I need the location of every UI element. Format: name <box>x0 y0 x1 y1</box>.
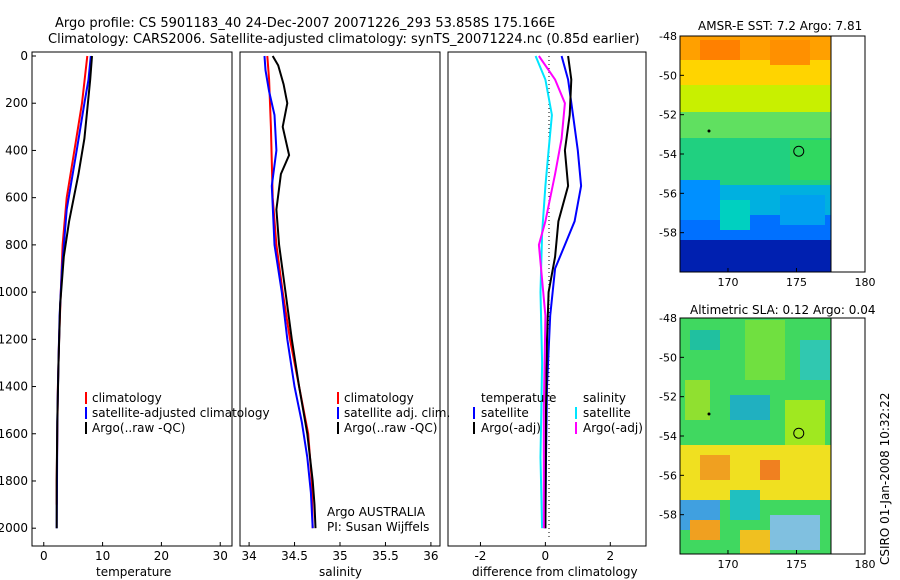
sla-map-y-ticks: -48 -50 -52 -54 -56 -58 <box>659 312 684 522</box>
depth-tick-label: 1200 <box>0 332 28 346</box>
series-climatology <box>266 55 314 529</box>
difference-panel-frame <box>447 51 647 547</box>
sst-map-field <box>680 36 831 272</box>
map-y-tick-label: -52 <box>659 391 677 404</box>
legend-label-sal-argo: Argo(-adj) <box>583 421 643 435</box>
difference-series <box>534 55 583 529</box>
title-line-2: Climatology: CARS2006. Satellite-adjuste… <box>48 32 640 47</box>
map-y-tick-label: -58 <box>659 509 677 522</box>
x-tick-label: 35 <box>332 549 347 563</box>
salinity-series <box>263 55 317 529</box>
x-tick-label: 2 <box>606 549 614 563</box>
sst-map-float-marker <box>793 145 805 157</box>
sla-map-title: Altimetric SLA: 0.12 Argo: 0.04 <box>690 303 875 317</box>
map-x-tick-label: 170 <box>717 558 738 571</box>
annotation-pi: PI: Susan Wijffels <box>327 520 429 534</box>
depth-tick-label: 1800 <box>0 474 28 488</box>
depth-axis-ticks: 0 200 400 600 800 1000 1200 1400 1600 1800 2000 <box>0 49 36 535</box>
map-y-tick-label: -48 <box>659 30 677 43</box>
annotation-argo-australia: Argo AUSTRALIA <box>327 505 426 519</box>
map-y-tick-label: -50 <box>659 69 677 82</box>
map-y-tick-label: -50 <box>659 351 677 364</box>
x-tick-label: -2 <box>474 549 486 563</box>
legend-title-temperature: temperature <box>481 391 556 405</box>
depth-tick-label: 800 <box>5 238 28 252</box>
legend-label-argo: Argo(..raw -QC) <box>344 421 437 435</box>
depth-tick-label: 1000 <box>0 285 28 299</box>
sla-map-land-mask <box>830 317 866 555</box>
x-tick-label: 36 <box>423 549 438 563</box>
map-x-tick-label: 170 <box>717 276 738 289</box>
title-line-1: Argo profile: CS 5901183_40 24-Dec-2007 … <box>55 16 555 31</box>
sst-map-land-mask <box>830 35 866 273</box>
series-satellite-adj-clim <box>263 55 314 529</box>
sst-map-title: AMSR-E SST: 7.2 Argo: 7.81 <box>698 19 862 33</box>
map-x-tick-label: 180 <box>855 276 876 289</box>
legend-title-salinity: salinity <box>583 391 626 405</box>
difference-legend: temperature salinity satellite Argo(-adj… <box>473 391 643 435</box>
series-argo-raw-qc <box>55 55 93 529</box>
legend-label-satellite: satellite-adjusted climatology <box>92 406 270 420</box>
depth-tick-label: 600 <box>5 191 28 205</box>
sst-map-x-ticks: 170 175 180 <box>717 268 876 289</box>
salinity-xlabel: salinity <box>319 565 362 579</box>
salinity-legend: climatology satellite adj. clim. Argo(..… <box>337 391 450 435</box>
x-tick-label: 0 <box>40 549 48 563</box>
map-y-tick-label: -52 <box>659 109 677 122</box>
legend-label-climatology: climatology <box>344 391 414 405</box>
map-y-tick-label: -58 <box>659 227 677 240</box>
difference-x-ticks: -2 0 2 <box>474 542 614 563</box>
csiro-timestamp: CSIRO 01-Jan-2008 10:32:22 <box>878 393 892 565</box>
x-tick-label: 35.5 <box>372 549 399 563</box>
map-x-tick-label: 180 <box>855 558 876 571</box>
x-tick-label: 30 <box>213 549 228 563</box>
sla-map-float-marker <box>793 427 805 439</box>
series-temperature-argo-adj <box>544 55 573 529</box>
map-y-tick-label: -48 <box>659 312 677 325</box>
temperature-series <box>55 55 93 529</box>
series-salinity-argo-adj <box>537 55 566 529</box>
depth-tick-label: 1400 <box>0 380 28 394</box>
sst-map-y-ticks: -48 -50 -52 -54 -56 -58 <box>659 30 684 240</box>
x-tick-label: 34 <box>241 549 256 563</box>
temperature-xlabel: temperature <box>96 565 171 579</box>
map-y-tick-label: -56 <box>659 469 677 482</box>
depth-tick-label: 200 <box>5 96 28 110</box>
x-tick-label: 0 <box>542 549 550 563</box>
series-salinity-satellite <box>534 55 553 529</box>
sst-map-dot <box>707 129 711 133</box>
legend-label-temp-argo: Argo(-adj) <box>481 421 541 435</box>
temperature-x-ticks: 0 10 20 30 <box>40 542 228 563</box>
map-x-tick-label: 175 <box>786 558 807 571</box>
map-x-tick-label: 175 <box>786 276 807 289</box>
salinity-x-ticks: 34 34.5 35 35.5 36 <box>241 542 439 563</box>
depth-tick-label: 400 <box>5 143 28 157</box>
x-tick-label: 20 <box>154 549 169 563</box>
difference-xlabel: difference from climatology <box>472 565 638 579</box>
depth-tick-label: 1600 <box>0 427 28 441</box>
legend-label-sal-satellite: satellite <box>583 406 631 420</box>
legend-label-argo: Argo(..raw -QC) <box>92 421 185 435</box>
map-y-tick-label: -54 <box>659 430 677 443</box>
map-y-tick-label: -56 <box>659 187 677 200</box>
series-argo-raw-qc <box>271 55 317 529</box>
sla-map-x-ticks: 170 175 180 <box>717 550 876 571</box>
x-tick-label: 34.5 <box>281 549 308 563</box>
legend-label-climatology: climatology <box>92 391 162 405</box>
legend-label-temp-satellite: satellite <box>481 406 529 420</box>
sla-map-field <box>680 318 831 554</box>
map-y-tick-label: -54 <box>659 148 677 161</box>
temperature-legend: climatology satellite-adjusted climatolo… <box>85 391 270 435</box>
legend-label-satellite: satellite adj. clim. <box>344 406 450 420</box>
depth-tick-label: 2000 <box>0 521 28 535</box>
temperature-panel-frame <box>31 51 233 547</box>
sla-map-dot <box>707 412 711 416</box>
depth-tick-label: 0 <box>20 49 28 63</box>
x-tick-label: 10 <box>95 549 110 563</box>
